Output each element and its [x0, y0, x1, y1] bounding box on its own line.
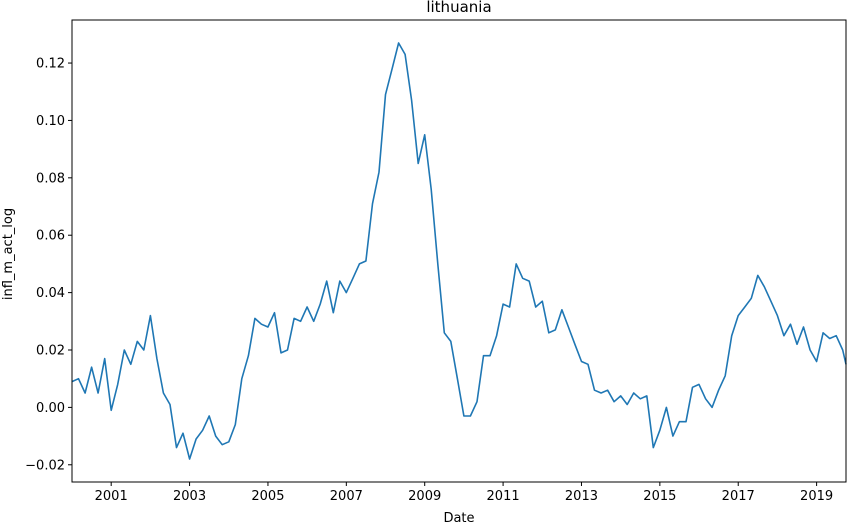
plot-frame	[71, 19, 847, 483]
x-tick-label: 2017	[722, 489, 755, 504]
y-tick-label: −0.02	[25, 458, 65, 473]
y-axis-label: infl_m_act_log	[1, 208, 16, 300]
chart-title: lithuania	[426, 0, 491, 16]
y-tick-label: 0.02	[36, 344, 65, 359]
x-tick-label: 2015	[643, 489, 676, 504]
x-tick-label: 2011	[487, 489, 520, 504]
x-tick-label: 2013	[565, 489, 598, 504]
x-tick-label: 2019	[800, 489, 833, 504]
x-tick-label: 2001	[95, 489, 128, 504]
y-tick-label: 0.08	[36, 171, 65, 186]
y-tick-label: 0.00	[36, 401, 65, 416]
y-tick-label: 0.10	[36, 114, 65, 129]
x-tick-label: 2009	[408, 489, 441, 504]
plot-area	[71, 42, 847, 460]
x-axis-label: Date	[443, 511, 474, 525]
y-tick-label: 0.12	[36, 57, 65, 72]
x-tick-label: 2007	[330, 489, 363, 504]
x-axis: 2001 2003 2005 2007 2009 2011 2013 2015 2017 2019	[95, 482, 833, 504]
series-line	[71, 42, 847, 460]
y-tick-label: 0.04	[36, 286, 65, 301]
y-axis: −0.02 0.00 0.02 0.04 0.06 0.08 0.10 0.12	[25, 57, 72, 473]
x-tick-label: 2003	[173, 489, 206, 504]
y-tick-label: 0.06	[36, 229, 65, 244]
x-tick-label: 2005	[251, 489, 284, 504]
